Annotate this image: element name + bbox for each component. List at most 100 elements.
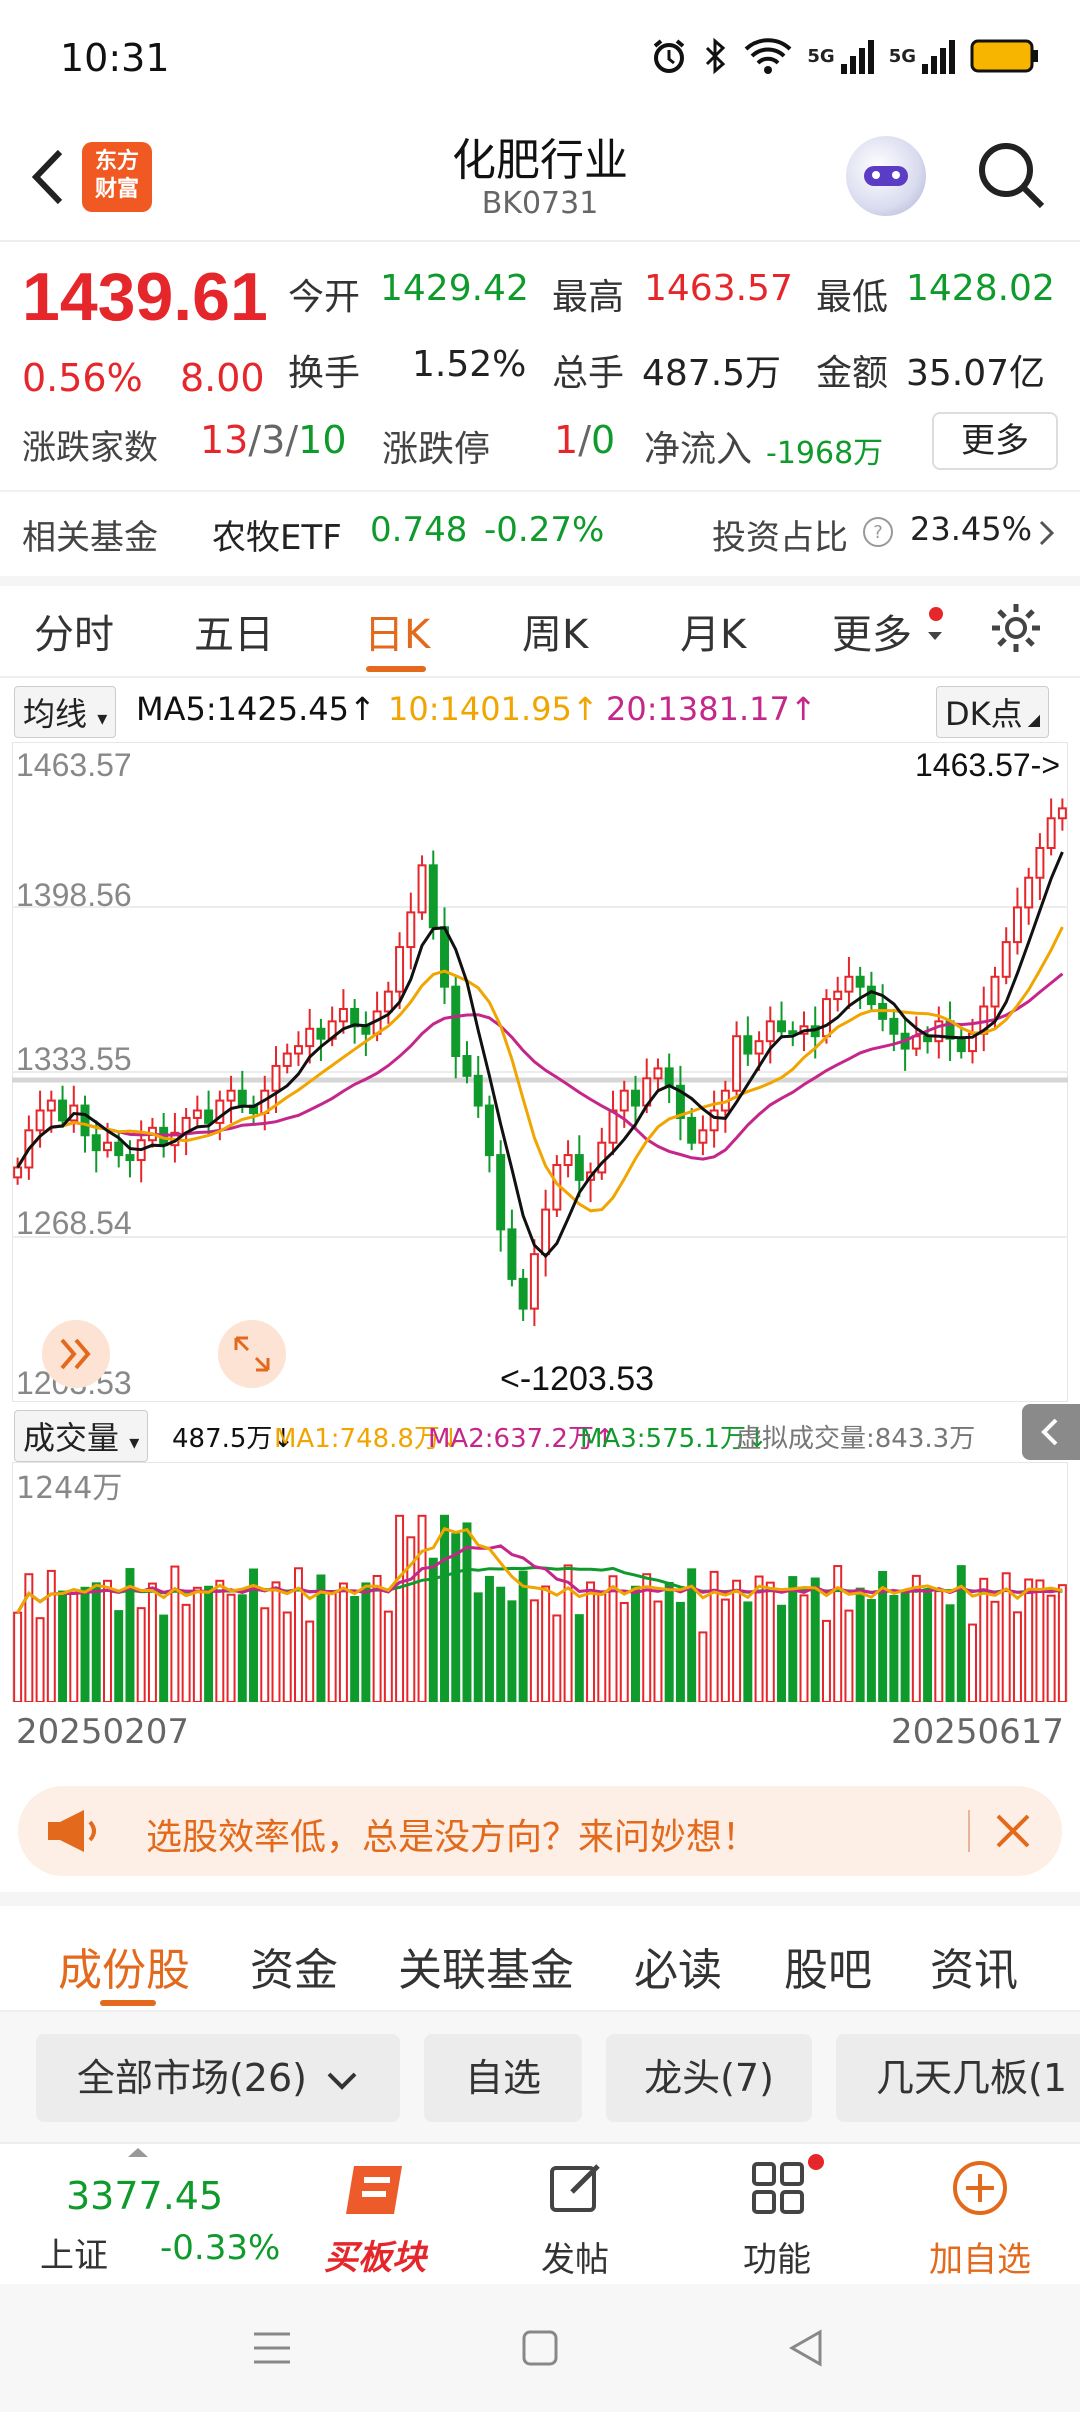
candle-body bbox=[518, 1277, 528, 1310]
tab-daily-k[interactable]: 日K bbox=[364, 612, 431, 658]
breadth-down: 10 bbox=[298, 418, 347, 462]
period-tabs: 分时 五日 日K 周K 月K 更多 bbox=[0, 580, 1080, 678]
volume-dropdown-label: 成交量 bbox=[23, 1419, 120, 1457]
volume-chart[interactable]: 1244万 bbox=[12, 1462, 1068, 1702]
buy-board-icon bbox=[346, 2166, 402, 2214]
bottom-action-bar: 3377.45 上证 -0.33% 买板块 发帖 功能 加自选 bbox=[0, 2142, 1080, 2286]
collapse-panel-button[interactable] bbox=[1022, 1404, 1080, 1460]
volume-bar bbox=[844, 1609, 854, 1702]
candle-body bbox=[608, 1109, 618, 1144]
index-ticker[interactable]: 3377.45 上证 -0.33% bbox=[0, 2144, 280, 2286]
volume-ma1-line bbox=[16, 1526, 1063, 1614]
ma-bar: 均线 ▾ MA5:1425.45↑ 10:1401.95↑ 20:1381.17… bbox=[0, 680, 1080, 740]
tab-intraday[interactable]: 分时 bbox=[34, 612, 114, 658]
volume-bar bbox=[13, 1611, 23, 1702]
candle-body bbox=[990, 975, 1000, 1008]
tab-more[interactable]: 更多 bbox=[832, 612, 912, 658]
fund-price: 0.748 bbox=[370, 510, 468, 550]
volume-bar bbox=[80, 1586, 90, 1702]
volume-bar bbox=[451, 1533, 461, 1702]
dk-point-button[interactable]: DK点 ◢ bbox=[936, 686, 1050, 738]
fund-name[interactable]: 农牧ETF bbox=[212, 518, 342, 558]
volume-bar bbox=[204, 1585, 214, 1702]
volume-bar bbox=[462, 1522, 472, 1702]
tab-related-funds[interactable]: 关联基金 bbox=[398, 1945, 574, 1996]
ma20-value: 20:1381.17↑ bbox=[606, 690, 817, 728]
post-label: 发帖 bbox=[541, 2240, 609, 2280]
fast-forward-button[interactable] bbox=[42, 1320, 110, 1388]
candle-body bbox=[58, 1099, 68, 1122]
search-icon[interactable] bbox=[972, 136, 1052, 216]
candle-body bbox=[889, 1017, 899, 1035]
volume-bar bbox=[114, 1610, 124, 1702]
filter-watchlist[interactable]: 自选 bbox=[424, 2034, 582, 2122]
volume-dropdown[interactable]: 成交量 ▾ bbox=[14, 1410, 149, 1462]
candle-body bbox=[305, 1027, 315, 1048]
candle-body bbox=[1046, 817, 1056, 849]
more-button[interactable]: 更多 bbox=[932, 412, 1058, 470]
change-value: 8.00 bbox=[180, 356, 265, 400]
candle-body bbox=[417, 864, 427, 914]
volume-bar bbox=[103, 1579, 112, 1702]
home-icon[interactable] bbox=[520, 2328, 560, 2368]
axis-label-4: 1268.54 bbox=[16, 1205, 132, 1241]
promo-banner[interactable]: 选股效率低，总是没方向？来问妙想！ bbox=[18, 1786, 1062, 1876]
volume-bar bbox=[496, 1586, 506, 1702]
buy-board-button[interactable]: 买板块 bbox=[310, 2154, 440, 2278]
robot-assistant-icon[interactable] bbox=[846, 136, 926, 216]
back-arrow-icon[interactable] bbox=[20, 142, 80, 212]
volume-bar bbox=[597, 1592, 607, 1702]
volume-bar bbox=[698, 1631, 708, 1702]
status-time: 10:31 bbox=[60, 36, 170, 80]
post-button[interactable]: 发帖 bbox=[520, 2154, 630, 2280]
high-value: 1463.57 bbox=[644, 268, 793, 309]
volume-bar bbox=[305, 1620, 315, 1702]
help-icon[interactable]: ? bbox=[862, 516, 894, 548]
tab-forum[interactable]: 股吧 bbox=[784, 1945, 872, 1996]
candle-body bbox=[114, 1141, 124, 1157]
candle-body bbox=[1057, 807, 1067, 820]
tab-funds-flow[interactable]: 资金 bbox=[250, 1945, 338, 1996]
candle-body bbox=[631, 1089, 640, 1107]
filter-all-markets[interactable]: 全部市场(26) bbox=[36, 2034, 400, 2122]
volume-bar bbox=[945, 1604, 955, 1702]
volume-bar bbox=[1057, 1584, 1067, 1702]
candle-body bbox=[451, 985, 461, 1058]
change-percent: 0.56% bbox=[22, 356, 143, 400]
add-watchlist-button[interactable]: 加自选 bbox=[910, 2154, 1050, 2280]
kline-chart[interactable]: 1463.57 1398.56 1333.55 1268.54 1203.53 … bbox=[12, 742, 1068, 1402]
tab-weekly-k[interactable]: 周K bbox=[522, 612, 589, 658]
menu-icon[interactable] bbox=[252, 2328, 292, 2368]
tab-must-read[interactable]: 必读 bbox=[634, 1945, 722, 1996]
candle-body bbox=[844, 975, 854, 993]
related-fund-row[interactable]: 相关基金 农牧ETF 0.748 -0.27% 投资占比 ? 23.45% bbox=[0, 490, 1080, 586]
header: 东方 财富 化肥行业 BK0731 bbox=[0, 112, 1080, 242]
filter-leaders[interactable]: 龙头(7) bbox=[606, 2034, 812, 2122]
tab-constituents[interactable]: 成份股 bbox=[58, 1945, 190, 1996]
volume-bar bbox=[1024, 1578, 1034, 1702]
settings-gear-icon[interactable] bbox=[988, 600, 1044, 656]
tab-news[interactable]: 资讯 bbox=[930, 1945, 1018, 1996]
tab-monthly-k[interactable]: 月K bbox=[680, 612, 747, 658]
ma10-line bbox=[16, 926, 1064, 1213]
candle-body bbox=[473, 1074, 483, 1107]
candle-body bbox=[226, 1089, 236, 1102]
expand-icon[interactable] bbox=[218, 1320, 286, 1388]
ma-dropdown[interactable]: 均线 ▾ bbox=[14, 686, 117, 738]
function-button[interactable]: 功能 bbox=[722, 2154, 832, 2280]
volume-bar bbox=[855, 1587, 865, 1702]
volume-bar bbox=[529, 1599, 539, 1702]
filter-consecutive-limit[interactable]: 几天几板(1 bbox=[836, 2034, 1080, 2122]
system-nav-bar bbox=[0, 2284, 1080, 2412]
candle-body bbox=[383, 990, 393, 1013]
candle-body bbox=[46, 1099, 56, 1112]
back-triangle-icon[interactable] bbox=[786, 2328, 826, 2368]
chevron-right-icon[interactable] bbox=[1036, 518, 1058, 548]
volume-bar bbox=[46, 1569, 56, 1702]
tab-five-day[interactable]: 五日 bbox=[194, 612, 274, 658]
volume-bar bbox=[586, 1581, 596, 1702]
close-icon[interactable] bbox=[990, 1808, 1036, 1854]
volume-bar bbox=[1035, 1579, 1045, 1702]
logo-line1: 东方 bbox=[94, 149, 139, 174]
network-5g-label: 5G bbox=[807, 45, 835, 67]
